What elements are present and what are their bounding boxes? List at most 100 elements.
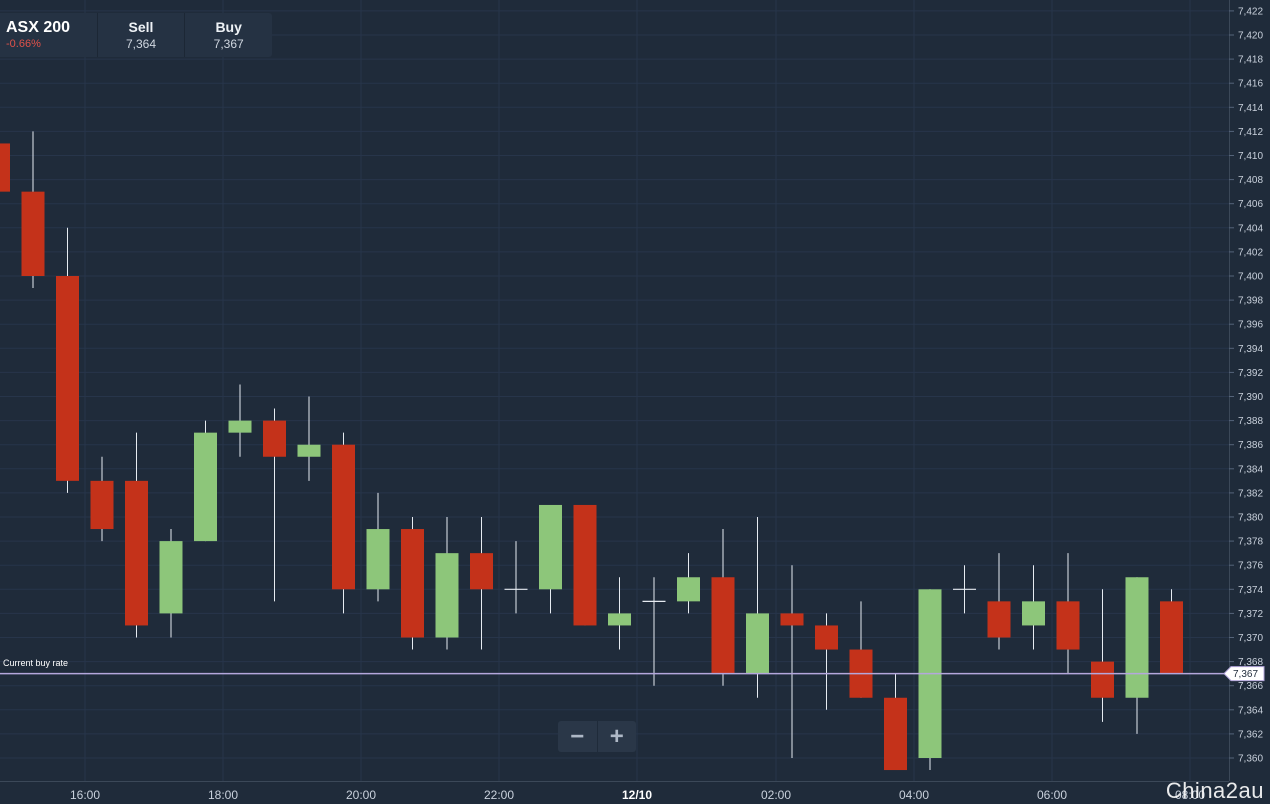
y-tick-label: 7,422 [1238, 6, 1263, 17]
candle-body [401, 529, 424, 638]
current-rate-tag: 7,367 [1223, 666, 1265, 682]
y-tick-label: 7,386 [1238, 440, 1263, 451]
candle [0, 143, 10, 192]
y-tick-label: 7,362 [1238, 729, 1263, 740]
candle [504, 541, 528, 614]
candle [677, 553, 700, 614]
candle-body [1022, 601, 1045, 626]
x-tick-label: 16:00 [70, 788, 100, 802]
y-tick-label: 7,382 [1238, 488, 1263, 499]
x-tick-label: 20:00 [346, 788, 376, 802]
y-tick-label: 7,388 [1238, 416, 1263, 427]
candle [228, 384, 252, 457]
zoom-in-button[interactable]: + [596, 721, 637, 752]
candle [573, 504, 597, 626]
zoom-out-button[interactable]: − [570, 722, 585, 750]
y-tick-label: 7,372 [1238, 609, 1263, 620]
y-tick-label: 7,360 [1238, 754, 1263, 765]
y-tick-label: 7,390 [1238, 392, 1263, 403]
candle [849, 601, 873, 698]
candle-body [815, 625, 838, 650]
candle-body [470, 553, 493, 590]
y-tick-label: 7,406 [1238, 199, 1263, 210]
candle [918, 589, 942, 771]
buy-button[interactable]: Buy 7,367 [184, 13, 272, 57]
y-tick-label: 7,398 [1238, 296, 1263, 307]
candle-body [1125, 577, 1149, 698]
y-tick-label: 7,418 [1238, 55, 1263, 66]
x-tick-label: 18:00 [208, 788, 238, 802]
buy-value: 7,367 [213, 36, 244, 51]
candle [21, 131, 45, 289]
candle [1091, 589, 1114, 722]
candle [711, 529, 735, 686]
y-tick-label: 7,420 [1238, 31, 1263, 42]
candle-body [884, 697, 907, 771]
candle-body [677, 577, 700, 602]
candle-body [608, 613, 631, 626]
sell-value: 7,364 [125, 36, 156, 51]
candle-body [366, 529, 390, 590]
candle-body [159, 541, 183, 614]
candle [746, 517, 769, 698]
candle [1125, 577, 1149, 734]
candle-body [0, 143, 10, 192]
candle [539, 504, 562, 614]
candle-body [297, 444, 321, 457]
candle [1056, 553, 1080, 674]
candle-body [746, 613, 769, 674]
candle [366, 492, 390, 602]
candle [332, 432, 355, 614]
candle-body [21, 191, 45, 276]
candle [1022, 565, 1045, 650]
y-tick-label: 7,368 [1238, 657, 1263, 668]
current-rate-value: 7,367 [1233, 669, 1258, 680]
sell-label: Sell [128, 18, 154, 35]
candle [125, 432, 148, 638]
y-tick-label: 7,404 [1238, 223, 1263, 234]
candle-body [1056, 601, 1080, 650]
y-tick-label: 7,366 [1238, 681, 1263, 692]
y-tick-label: 7,416 [1238, 79, 1263, 90]
candle [194, 420, 217, 542]
candle [953, 565, 976, 614]
candle [608, 577, 631, 650]
candle [884, 673, 907, 771]
candle-body [987, 601, 1011, 638]
candle [56, 227, 79, 493]
candle [642, 577, 666, 686]
candle-body [711, 577, 735, 674]
instrument-cell[interactable]: ASX 200 -0.66% [0, 13, 97, 57]
candle-body [194, 432, 217, 542]
watermark-text: China2au [1165, 778, 1264, 803]
y-tick-label: 7,396 [1238, 320, 1263, 331]
y-tick-label: 7,408 [1238, 175, 1263, 186]
candle [159, 529, 183, 638]
candle-body [125, 480, 148, 626]
candle [263, 408, 286, 602]
x-axis: 16:00 18:00 20:00 22:00 12/10 02:00 04:00 06:00… [70, 788, 1205, 802]
y-tick-label: 7,378 [1238, 537, 1263, 548]
buy-label: Buy [215, 18, 242, 35]
y-axis: 7,360 7,362 7,364 7,366 7,368 7,370 7,372 7,374… [1229, 6, 1263, 765]
candle [470, 517, 493, 650]
y-tick-label: 7,394 [1238, 344, 1263, 355]
candle-body [539, 504, 562, 590]
y-tick-label: 7,380 [1238, 513, 1263, 524]
instrument-name: ASX 200 [6, 19, 71, 36]
y-tick-label: 7,402 [1238, 247, 1263, 258]
x-tick-label: 04:00 [899, 788, 929, 802]
y-tick-label: 7,384 [1238, 464, 1263, 475]
sell-button[interactable]: Sell 7,364 [96, 13, 185, 57]
candle [780, 565, 804, 758]
candle-body [263, 420, 286, 457]
x-tick-label: 08:00 [1175, 788, 1205, 802]
x-tick-label: 02:00 [761, 788, 791, 802]
candle-body [573, 504, 597, 626]
candle-body [228, 420, 252, 433]
zoom-control: − + [558, 721, 636, 752]
x-tick-label: 12/10 [622, 788, 652, 802]
x-tick-label: 06:00 [1037, 788, 1067, 802]
candle-body [90, 480, 114, 530]
